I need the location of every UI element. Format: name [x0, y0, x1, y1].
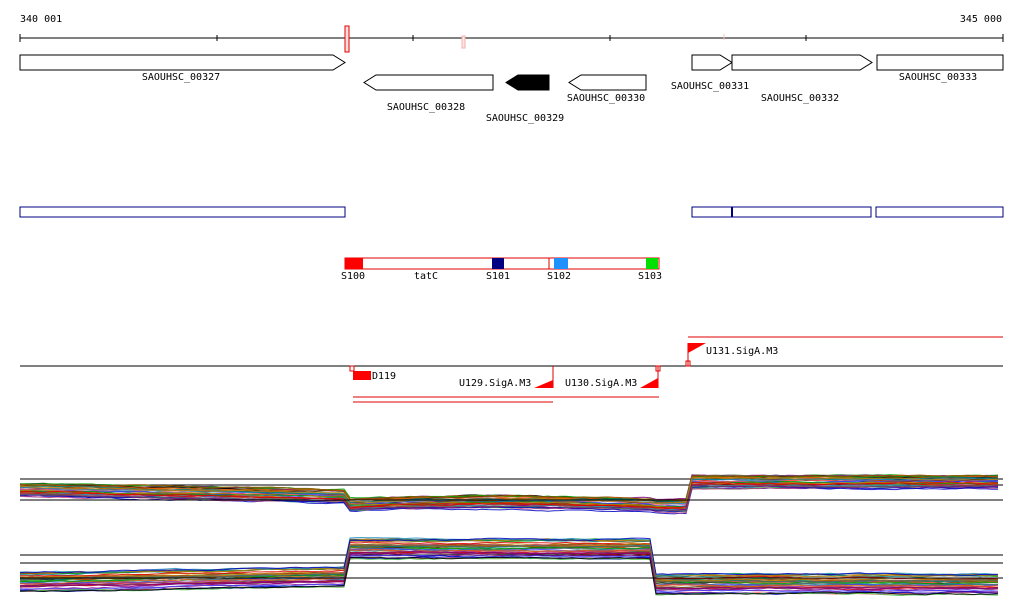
expression-profile-line [19, 484, 999, 512]
gene-label-00329: SAOUHSC_00329 [486, 113, 564, 124]
operon-track [19, 206, 1004, 218]
ruler-end-label: 345 000 [960, 14, 1002, 25]
gene-track [19, 54, 1004, 91]
segment-track: S100 tatC S101 S102 S103 [341, 257, 662, 282]
expression-profile-line [19, 550, 999, 590]
ruler-position-marker[interactable] [344, 25, 350, 53]
promoter-marker-d119[interactable] [353, 371, 371, 380]
gene-label-00330: SAOUHSC_00330 [567, 93, 645, 104]
gene-label-00327: SAOUHSC_00327 [142, 72, 220, 83]
segment-gene-label: tatC [414, 271, 438, 282]
segment-label-s101: S101 [486, 271, 510, 282]
expression-profile-line [19, 556, 999, 596]
expression-profile-line [19, 557, 999, 597]
gene-arrow-00333[interactable] [876, 54, 1004, 71]
coordinate-ruler: 340 001 345 000 [19, 14, 1004, 53]
segment-label-s100: S100 [341, 271, 365, 282]
expression-profile-line [19, 485, 999, 513]
ruler-start-label: 340 001 [20, 14, 62, 25]
gene-arrow-00330[interactable] [568, 74, 647, 91]
expression-profile-line [19, 474, 999, 502]
expression-panel-1 [19, 474, 1003, 515]
expression-panel-2 [19, 536, 1003, 597]
expression-profiles-1 [19, 474, 999, 515]
promoter-label-u129: U129.SigA.M3 [459, 378, 531, 389]
expression-profile-line [19, 548, 999, 587]
expression-profile-line [19, 554, 999, 593]
segment-box-s103[interactable] [646, 258, 658, 269]
gene-label-00328: SAOUHSC_00328 [387, 102, 465, 113]
expression-profiles-2 [19, 536, 999, 597]
gene-label-00331: SAOUHSC_00331 [671, 81, 749, 92]
gene-arrow-00331[interactable] [691, 54, 733, 71]
gene-labels: SAOUHSC_00327 SAOUHSC_00328 SAOUHSC_0032… [142, 72, 977, 124]
promoter-marker-u130[interactable] [640, 378, 658, 388]
gene-arrow-00332[interactable] [731, 54, 873, 71]
segment-box-s102[interactable] [554, 258, 568, 269]
ruler-ticks [19, 34, 1004, 42]
segment-label-s102: S102 [547, 271, 571, 282]
promoter-track: D119 U129.SigA.M3 U130.SigA.M3 U131.SigA… [20, 336, 1003, 403]
expression-profile-line [20, 536, 999, 576]
promoter-marker-u129[interactable] [534, 380, 553, 388]
expression-profile-line [19, 481, 999, 509]
segment-label-s103: S103 [638, 271, 662, 282]
expression-profile-line [19, 544, 999, 583]
expression-profile-line [19, 477, 999, 505]
ruler-position-marker-small[interactable] [461, 35, 466, 49]
segment-box-s100[interactable] [345, 258, 363, 269]
expression-profile-line [19, 537, 998, 576]
gene-arrow-00327[interactable] [19, 54, 346, 71]
gene-label-00332: SAOUHSC_00332 [761, 93, 839, 104]
promoter-marker-u131[interactable] [688, 343, 706, 353]
gene-arrow-00329[interactable] [505, 74, 550, 91]
gene-arrow-00328[interactable] [363, 74, 494, 91]
promoter-label-d119: D119 [372, 371, 396, 382]
segment-box-s101[interactable] [492, 258, 504, 269]
operon-box-1[interactable] [19, 206, 346, 218]
promoter-label-u130: U130.SigA.M3 [565, 378, 637, 389]
gene-label-00333: SAOUHSC_00333 [899, 72, 977, 83]
promoter-label-u131: U131.SigA.M3 [706, 346, 778, 357]
operon-box-3[interactable] [875, 206, 1004, 218]
operon-box-2[interactable] [691, 206, 872, 218]
